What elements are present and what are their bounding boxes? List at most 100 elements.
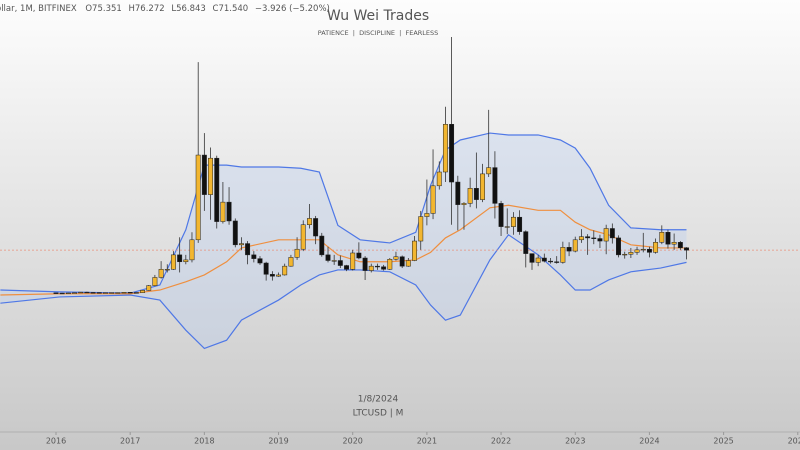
candle-body — [59, 292, 65, 295]
header-change: −3.926 (−5.20%) — [255, 4, 330, 14]
candle-body — [103, 292, 108, 294]
x-tick-label: 2023 — [565, 437, 585, 446]
candle-body — [591, 237, 597, 239]
candle-body — [585, 236, 591, 239]
candle-body — [609, 228, 615, 239]
x-tick-label: 2019 — [268, 437, 288, 446]
x-tick-label: 2016 — [46, 437, 66, 446]
candle-body — [152, 277, 158, 286]
candle-body — [127, 292, 133, 294]
candle-body — [455, 181, 461, 205]
x-tick-label: 2026 — [788, 437, 800, 446]
candle-body — [504, 226, 510, 228]
candle-body — [257, 258, 263, 264]
candle-body — [430, 185, 436, 214]
candle-body — [665, 232, 671, 245]
candle-body — [288, 257, 294, 267]
candle-body — [622, 253, 628, 256]
candle-body — [653, 242, 659, 253]
candle-body — [121, 292, 127, 294]
candle-body — [356, 252, 362, 259]
candle-body — [300, 224, 306, 250]
candle-body — [511, 216, 516, 227]
candle-body — [53, 292, 59, 294]
candle-body — [393, 256, 399, 260]
band-upper — [0, 132, 687, 294]
candle-body — [90, 292, 96, 294]
candle-body — [170, 254, 176, 270]
candle-body — [523, 231, 529, 254]
candle-body — [560, 247, 566, 263]
candle-body — [282, 265, 288, 276]
watermark-date: 1/8/2024 — [358, 395, 399, 405]
candle-body — [634, 249, 640, 253]
candle-body — [294, 248, 300, 258]
chart-title: Wu Wei Trades — [327, 8, 429, 24]
candle-body — [480, 173, 485, 200]
candle-body — [164, 269, 170, 271]
candle-body — [177, 254, 183, 263]
candle-body — [158, 269, 164, 278]
candle-body — [492, 167, 498, 204]
band-lower — [0, 233, 687, 350]
candle-body — [616, 237, 621, 256]
x-tick-label: 2025 — [713, 437, 733, 446]
candle-body — [238, 243, 244, 246]
candle-body — [684, 247, 689, 251]
candle-body — [517, 216, 523, 232]
candle-body — [597, 238, 603, 242]
candle-body — [535, 257, 541, 263]
header-close: C71.540 — [213, 4, 249, 14]
candle-body — [84, 291, 90, 294]
candle-body — [65, 292, 71, 295]
candle-body — [529, 253, 535, 263]
candle-body — [387, 259, 393, 270]
candle-body — [245, 243, 251, 256]
header-high: H76.272 — [129, 4, 165, 14]
x-tick-label: 2017 — [120, 437, 140, 446]
candle-body — [449, 124, 455, 183]
candle-body — [344, 265, 350, 270]
candle-body — [677, 242, 683, 248]
candle-body — [208, 157, 213, 195]
candle-body — [628, 252, 634, 255]
candle-body — [133, 292, 139, 294]
candle-body — [578, 236, 584, 241]
candle-body — [146, 285, 152, 291]
x-tick-label: 2020 — [343, 437, 363, 446]
band-fill — [0, 133, 687, 349]
watermark-symbol: LTCUSD | M — [353, 409, 404, 419]
header-low: L56.843 — [171, 4, 205, 14]
candle-body — [325, 254, 331, 261]
candle-body — [195, 154, 201, 241]
candle-body — [307, 218, 312, 225]
header-symbol: ollar, 1M, BITFINEX — [0, 4, 77, 14]
candle-body — [276, 274, 281, 277]
x-tick-label: 2024 — [639, 437, 659, 446]
chart-subtitle: PATIENCE | DISCIPLINE | FEARLESS — [318, 29, 439, 37]
candle-body — [671, 242, 677, 245]
candle-body — [412, 240, 417, 261]
candle-body — [374, 265, 380, 268]
candle-body — [313, 218, 319, 237]
candle-body — [566, 247, 572, 252]
candle-body — [251, 254, 257, 259]
plot — [0, 37, 800, 350]
candle-body — [467, 188, 473, 204]
candle-body — [226, 201, 232, 222]
candle-body — [189, 239, 195, 261]
candle-body — [541, 257, 547, 262]
candle-body — [350, 252, 356, 270]
candle-body — [548, 260, 553, 263]
candle-body — [140, 290, 146, 293]
candle-body — [640, 248, 646, 251]
candle-body — [486, 167, 492, 175]
candle-body — [572, 239, 578, 252]
candle-body — [461, 203, 467, 205]
candle-body — [436, 171, 442, 187]
candle-body — [381, 266, 387, 270]
candle-body — [646, 248, 652, 253]
